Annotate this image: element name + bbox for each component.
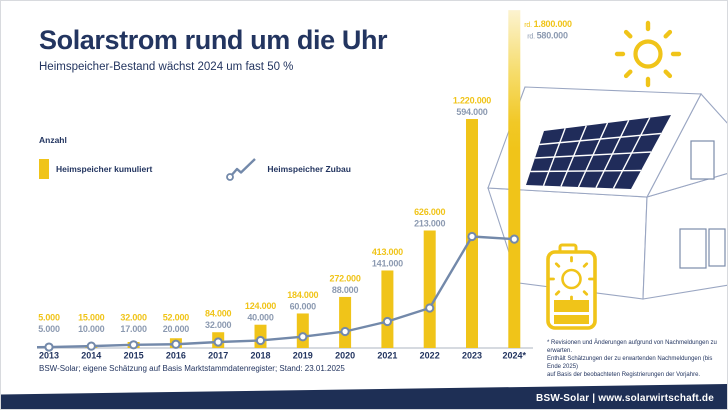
- legend-bar-swatch: [39, 159, 49, 179]
- y-axis-label: Anzahl: [39, 135, 67, 145]
- legend-line-swatch: [226, 158, 257, 181]
- value-label: 84.000: [205, 309, 232, 319]
- line-marker-2020: [340, 326, 350, 337]
- line-marker-2023: [467, 231, 477, 242]
- footer-brand-url: BSW-Solar | www.solarwirtschaft.de: [536, 393, 714, 404]
- value-label: 213.000: [414, 218, 445, 228]
- value-label: 10.000: [78, 324, 105, 334]
- value-label: rd. 580.000: [527, 31, 568, 41]
- x-tick-2020: 2020: [335, 351, 355, 361]
- front-window-right: [708, 228, 726, 267]
- value-label: 413.000: [372, 247, 403, 257]
- x-tick-2022: 2022: [420, 351, 440, 361]
- value-label: 124.000: [245, 301, 276, 311]
- line-marker-2015: [129, 340, 139, 350]
- value-label: 184.000: [287, 290, 318, 300]
- line-marker-2014: [86, 341, 96, 351]
- value-label: rd. 1.800.000: [524, 19, 572, 29]
- x-tick-2019: 2019: [293, 351, 313, 361]
- x-tick-2021: 2021: [377, 351, 397, 361]
- bar-2022: [423, 230, 436, 348]
- solar-battery-icon: [546, 243, 597, 330]
- value-label: 40.000: [247, 313, 274, 323]
- value-label: 594.000: [456, 107, 487, 117]
- bar-2024*: [508, 10, 521, 349]
- value-label: 52.000: [163, 313, 190, 323]
- value-label: 32.000: [120, 313, 147, 323]
- solar-panels: [526, 115, 671, 189]
- line-marker-2019: [298, 332, 308, 342]
- battery-charge-bar: [554, 315, 589, 324]
- x-tick-2024*: 2024*: [503, 351, 527, 361]
- bar-2019: [296, 313, 309, 348]
- bar-2020: [339, 296, 352, 348]
- house-windows: [679, 140, 726, 269]
- value-label: 17.000: [120, 324, 147, 334]
- bar-2021: [381, 270, 394, 348]
- page-subtitle: Heimspeicher-Bestand wächst 2024 um fast…: [39, 61, 294, 73]
- value-label: 272.000: [330, 273, 361, 283]
- zubau-line: [36, 235, 515, 349]
- line-marker-2017: [213, 337, 223, 347]
- value-label: 15.000: [78, 313, 105, 323]
- footnote: * Revisionen und Änderungen aufgrund von…: [547, 340, 717, 379]
- value-label: 5.000: [38, 313, 60, 323]
- x-tick-2014: 2014: [81, 351, 101, 361]
- x-tick-2017: 2017: [208, 351, 228, 361]
- legend-item-kumuliert: Heimspeicher kumuliert: [56, 164, 153, 174]
- x-tick-2023: 2023: [462, 351, 482, 361]
- gable-window: [690, 140, 715, 180]
- x-tick-2013: 2013: [39, 351, 59, 361]
- value-label: 60.000: [290, 301, 317, 311]
- sun-icon: [614, 20, 682, 88]
- line-marker-2022: [425, 303, 435, 313]
- value-label: 1.220.000: [453, 96, 491, 106]
- battery-charge-bar: [554, 300, 589, 312]
- line-marker-2016: [171, 339, 181, 349]
- front-window-left: [679, 228, 707, 269]
- line-marker-2021: [382, 316, 392, 327]
- value-label: 20.000: [163, 324, 190, 334]
- value-label: 32.000: [205, 320, 232, 330]
- legend-item-zubau: Heimspeicher Zubau: [267, 164, 351, 174]
- value-label: 141.000: [372, 258, 403, 268]
- line-marker-2024*: [509, 234, 519, 244]
- value-label: 88.000: [332, 285, 359, 295]
- x-tick-2015: 2015: [124, 351, 144, 361]
- source-line: BSW-Solar; eigene Schätzung auf Basis Ma…: [39, 364, 345, 373]
- line-marker-2013: [44, 342, 54, 352]
- x-tick-2016: 2016: [166, 351, 186, 361]
- value-label: 626.000: [414, 207, 445, 217]
- chart-legend: Anzahl Heimspeicher kumuliert Heimspeich…: [39, 135, 351, 182]
- x-tick-2018: 2018: [250, 351, 270, 361]
- value-label: 5.000: [38, 324, 60, 334]
- line-marker-2018: [255, 335, 266, 346]
- page-title: Solarstrom rund um die Uhr: [39, 25, 388, 55]
- battery-sun-icon: [548, 256, 595, 302]
